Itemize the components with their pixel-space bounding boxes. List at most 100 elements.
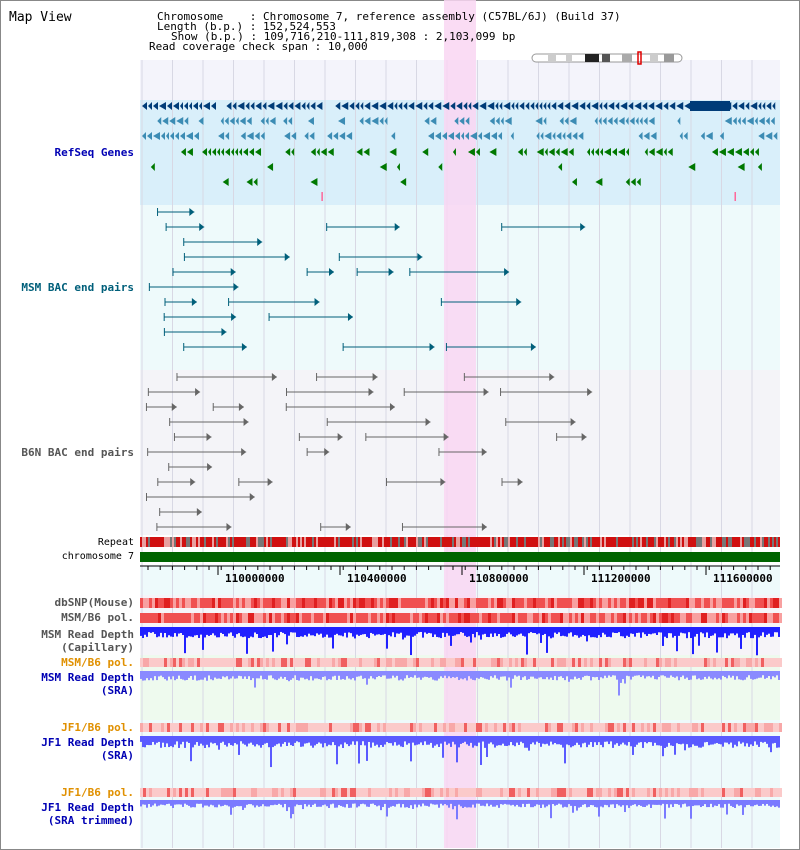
depth-bar xyxy=(338,627,340,636)
track-label-dbsnp[interactable]: dbSNP(Mouse) xyxy=(54,596,134,609)
track-label-msm-b6-pol-2[interactable]: MSM/B6 pol. xyxy=(61,656,134,669)
depth-bar xyxy=(166,800,168,805)
repeat-mark xyxy=(330,537,332,547)
polymorphism-cell xyxy=(635,613,638,623)
repeat-mark xyxy=(328,537,330,547)
depth-bar xyxy=(224,736,226,745)
depth-bar xyxy=(682,800,684,805)
gene-arrow xyxy=(306,102,310,110)
gene-arrow xyxy=(719,132,724,140)
gene-arrow xyxy=(387,102,394,110)
polymorphism-cell xyxy=(341,723,344,732)
polymorphism-cell xyxy=(590,658,593,667)
track-label-jf1-depth-sra[interactable]: JF1 Read Depth (SRA) xyxy=(41,736,134,762)
depth-bar xyxy=(166,627,168,638)
track-label-jf1-pol-2[interactable]: JF1/B6 pol. xyxy=(61,786,134,799)
depth-bar xyxy=(710,671,712,679)
repeat-mark xyxy=(760,537,762,547)
polymorphism-cell xyxy=(335,788,338,797)
depth-bar xyxy=(350,736,352,745)
polymorphism-cell xyxy=(611,723,614,732)
polymorphism-cell xyxy=(722,788,725,797)
gene-arrow xyxy=(448,132,455,140)
polymorphism-cell xyxy=(545,788,548,797)
track-label-msm-bac[interactable]: MSM BAC end pairs xyxy=(21,281,134,294)
depth-bar xyxy=(454,800,456,807)
depth-bar xyxy=(678,627,680,636)
depth-bar xyxy=(748,671,750,676)
polymorphism-cell xyxy=(176,613,179,623)
repeat-mark xyxy=(174,537,176,547)
track-label-jf1-depth-trimmed[interactable]: JF1 Read Depth (SRA trimmed) xyxy=(41,801,134,827)
repeat-mark xyxy=(450,537,452,547)
polymorphism-cell xyxy=(725,723,728,732)
depth-bar xyxy=(582,671,584,678)
polymorphism-cell xyxy=(467,598,470,608)
depth-bar xyxy=(160,736,162,748)
depth-bar xyxy=(636,736,638,745)
repeat-mark xyxy=(378,537,380,547)
polymorphism-cell xyxy=(647,598,650,608)
depth-bar xyxy=(400,736,402,747)
gene-arrow xyxy=(461,132,465,140)
repeat-mark xyxy=(664,537,666,547)
depth-bar xyxy=(212,800,214,806)
gene-arrow xyxy=(572,132,578,140)
depth-bar xyxy=(634,736,636,747)
polymorphism-cell xyxy=(164,723,167,732)
depth-bar xyxy=(704,736,706,743)
msm-bac-pair xyxy=(516,298,522,306)
polymorphism-cell xyxy=(389,598,392,608)
polymorphism-cell xyxy=(233,723,236,732)
polymorphism-cell xyxy=(155,658,158,667)
depth-bar xyxy=(264,627,266,637)
polymorphism-cell xyxy=(689,723,692,732)
depth-bar xyxy=(386,671,388,679)
depth-bar xyxy=(542,800,544,805)
repeat-mark xyxy=(604,537,606,547)
gene-arrow xyxy=(424,117,430,125)
track-label-msm-depth-sra[interactable]: MSM Read Depth (SRA) xyxy=(41,671,134,697)
polymorphism-cell xyxy=(653,658,656,667)
depth-bar xyxy=(628,800,630,808)
track-label-b6n-bac[interactable]: B6N BAC end pairs xyxy=(21,446,134,459)
depth-bar xyxy=(480,736,482,765)
depth-bar xyxy=(416,736,418,745)
gene-arrow xyxy=(590,148,594,156)
track-label-refseq[interactable]: RefSeq Genes xyxy=(54,146,134,159)
polymorphism-cell xyxy=(530,598,533,608)
depth-bar xyxy=(550,671,552,678)
polymorphism-cell xyxy=(290,598,293,608)
depth-bar xyxy=(232,800,234,808)
depth-bar xyxy=(614,800,616,808)
track-label-msm-depth-capillary[interactable]: MSM Read Depth (Capillary) xyxy=(41,628,134,654)
msm-depth-sra-line1: MSM Read Depth xyxy=(41,671,134,684)
depth-bar xyxy=(536,736,538,742)
depth-bar xyxy=(344,736,346,743)
depth-bar xyxy=(594,736,596,743)
polymorphism-cell xyxy=(404,613,407,623)
depth-bar xyxy=(522,736,524,744)
polymorphism-cell xyxy=(509,613,512,623)
depth-bar xyxy=(302,736,304,747)
polymorphism-cell xyxy=(527,613,530,623)
track-label-jf1-pol-1[interactable]: JF1/B6 pol. xyxy=(61,721,134,734)
polymorphism-cell xyxy=(620,658,623,667)
polymorphism-cell xyxy=(389,658,392,667)
depth-bar xyxy=(194,736,196,745)
track-label-msm-b6-pol-1[interactable]: MSM/B6 pol. xyxy=(61,611,134,624)
polymorphism-cell xyxy=(776,723,779,732)
msm-bac-pair xyxy=(233,283,239,291)
depth-bar xyxy=(232,627,234,636)
polymorphism-cell xyxy=(419,658,422,667)
polymorphism-cell xyxy=(710,658,713,667)
depth-bar xyxy=(740,671,742,680)
gene-arrow xyxy=(243,148,249,156)
polymorphism-cell xyxy=(455,658,458,667)
polymorphism-cell xyxy=(524,788,527,797)
depth-bar xyxy=(656,627,658,635)
gene-arrow xyxy=(749,148,754,156)
gene-arrow xyxy=(260,132,265,140)
jf1-depth-sra-line2: (SRA) xyxy=(100,749,134,762)
